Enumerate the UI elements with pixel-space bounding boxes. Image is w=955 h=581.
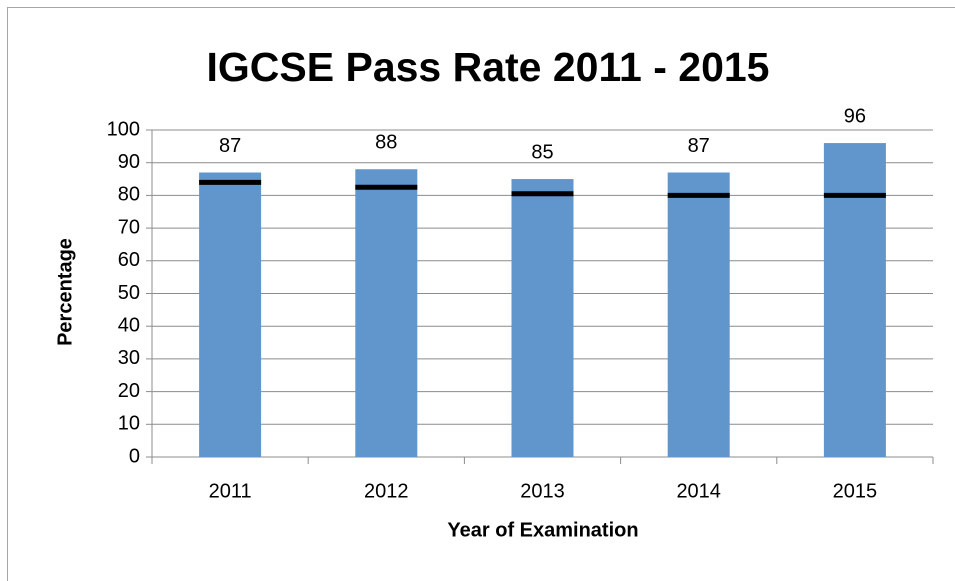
y-tick-label: 50 xyxy=(118,282,140,304)
y-tick-label: 70 xyxy=(118,216,140,238)
x-tick-label: 2015 xyxy=(833,480,878,502)
x-tick-label: 2011 xyxy=(209,480,252,502)
bar xyxy=(199,172,262,457)
y-tick-label: 90 xyxy=(118,151,140,173)
y-tick-label: 100 xyxy=(107,118,140,140)
y-tick-label: 80 xyxy=(118,184,140,206)
data-label: 87 xyxy=(219,135,241,157)
y-tick-label: 0 xyxy=(129,445,140,467)
chart-title: IGCSE Pass Rate 2011 - 2015 xyxy=(207,44,770,90)
bar xyxy=(823,143,886,457)
data-label: 85 xyxy=(531,141,553,163)
y-axis-label: Percentage xyxy=(54,238,76,346)
x-tick-label: 2014 xyxy=(676,480,721,502)
y-tick-label: 40 xyxy=(118,314,140,336)
chart-frame xyxy=(7,7,955,581)
x-tick-label: 2012 xyxy=(364,480,409,502)
data-label: 88 xyxy=(375,132,397,154)
x-tick-label: 2013 xyxy=(520,480,565,502)
y-tick-label: 10 xyxy=(118,413,140,435)
y-tick-label: 30 xyxy=(118,347,140,369)
bar xyxy=(355,169,418,458)
bar xyxy=(511,179,574,458)
bar xyxy=(667,172,730,457)
y-tick-label: 20 xyxy=(118,380,140,402)
y-tick-label: 60 xyxy=(118,249,140,271)
x-axis-label: Year of Examination xyxy=(447,519,638,541)
data-label: 87 xyxy=(688,135,710,157)
data-label: 96 xyxy=(844,105,866,127)
